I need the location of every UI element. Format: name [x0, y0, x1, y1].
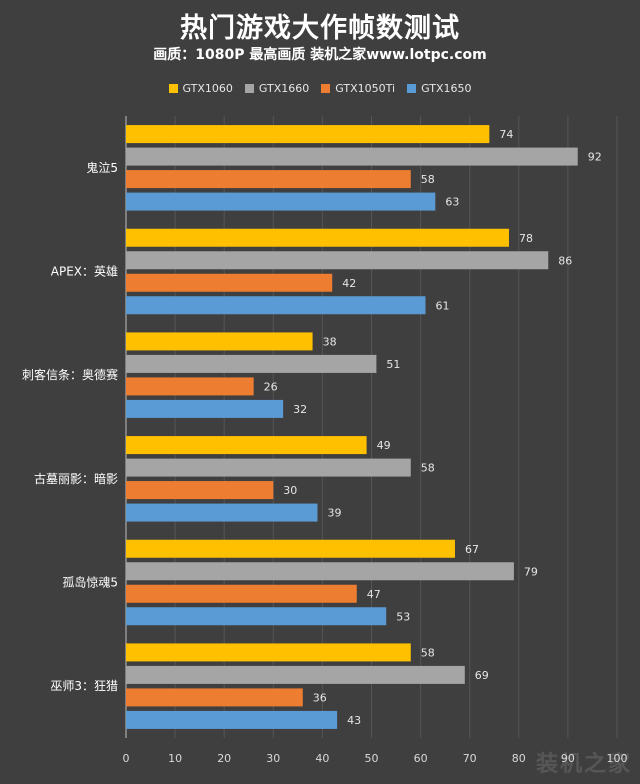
bar [126, 296, 426, 315]
data-label: 79 [524, 565, 538, 578]
bar [126, 399, 284, 418]
bar [126, 503, 318, 522]
category-label: 巫师3：狂猎 [50, 679, 118, 693]
x-tick-label: 80 [512, 752, 526, 765]
legend-label-gtx1050ti: GTX1050Ti [335, 82, 396, 95]
bar [126, 584, 357, 603]
watermark-logo: 装机之家 [535, 752, 632, 777]
category-label: 刺客信条：奥德赛 [22, 367, 118, 382]
data-label: 61 [436, 299, 450, 312]
legend-swatch-gtx1050ti [321, 84, 331, 93]
legend-item-gtx1050ti: GTX1050Ti [321, 82, 395, 95]
bar [126, 481, 274, 500]
data-label: 39 [327, 507, 341, 520]
category-label: 孤岛惊魂5 [62, 575, 118, 590]
legend-item-gtx1660: GTX1660 [244, 82, 310, 95]
legend-label-gtx1660: GTX1660 [258, 82, 310, 95]
data-label: 32 [293, 403, 307, 416]
x-tick-label: 90 [561, 752, 575, 765]
legend: GTX1060 GTX1660 GTX1050Ti GTX1650 [0, 82, 640, 95]
bar [126, 273, 333, 292]
bar [126, 643, 411, 662]
bar [126, 539, 455, 558]
legend-item-gtx1060: GTX1060 [168, 82, 233, 95]
bar [126, 192, 436, 211]
data-label: 67 [465, 543, 479, 556]
data-label: 86 [558, 254, 572, 267]
x-tick-label: 40 [315, 752, 329, 765]
x-tick-label: 0 [123, 752, 130, 765]
bar [126, 147, 578, 166]
data-label: 36 [313, 691, 327, 704]
bar [126, 125, 490, 144]
x-tick-label: 100 [607, 752, 628, 765]
bar [126, 607, 387, 626]
bar [126, 458, 411, 477]
x-tick-label: 70 [463, 752, 477, 765]
chart-title: 热门游戏大作帧数测试 [180, 13, 460, 44]
category-label: 鬼泣5 [86, 160, 118, 175]
category-label: APEX：英雄 [51, 264, 118, 279]
data-label: 78 [519, 232, 533, 245]
bar [126, 688, 303, 707]
bar [126, 377, 254, 396]
data-label: 58 [421, 173, 435, 186]
legend-item-gtx1650: GTX1650 [407, 82, 472, 95]
data-label: 58 [421, 462, 435, 475]
bar [126, 354, 377, 373]
x-tick-label: 50 [365, 752, 379, 765]
data-label: 69 [475, 669, 489, 682]
data-label: 49 [377, 439, 391, 452]
legend-swatch-gtx1660 [244, 84, 254, 93]
data-label: 51 [386, 358, 400, 371]
data-label: 43 [347, 714, 361, 727]
bar [126, 665, 465, 684]
data-label: 63 [445, 196, 459, 209]
legend-swatch-gtx1060 [168, 84, 178, 93]
data-label: 38 [323, 335, 337, 348]
bar [126, 228, 509, 247]
data-label: 30 [283, 484, 297, 497]
bar [126, 251, 549, 270]
x-tick-label: 20 [217, 752, 231, 765]
x-tick-label: 30 [266, 752, 280, 765]
bar [126, 436, 367, 455]
chart-subtitle: 画质：1080P 最高画质 装机之家www.lotpc.com [153, 47, 487, 63]
data-label: 58 [421, 646, 435, 659]
legend-label-gtx1060: GTX1060 [182, 82, 233, 95]
legend-label-gtx1650: GTX1650 [421, 82, 472, 95]
data-label: 26 [264, 380, 278, 393]
x-tick-label: 60 [414, 752, 428, 765]
bar [126, 170, 411, 189]
bar [126, 710, 338, 729]
bar [126, 332, 313, 351]
data-label: 92 [588, 151, 602, 164]
data-label: 74 [499, 128, 513, 141]
data-label: 53 [396, 610, 410, 623]
data-label: 47 [367, 588, 381, 601]
legend-swatch-gtx1650 [407, 84, 417, 93]
x-tick-label: 10 [168, 752, 182, 765]
category-label: 古墓丽影：暗影 [34, 471, 118, 486]
bar [126, 562, 514, 581]
data-label: 42 [342, 277, 356, 290]
